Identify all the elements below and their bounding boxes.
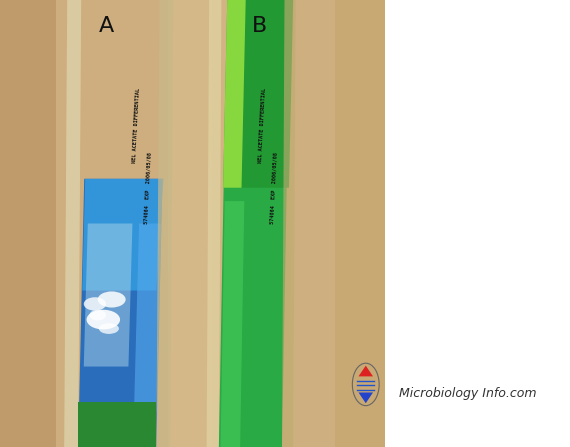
Polygon shape (0, 0, 385, 447)
Text: NEL ACETATE DIFFERENTIAL: NEL ACETATE DIFFERENTIAL (132, 88, 141, 163)
Polygon shape (223, 0, 246, 188)
Polygon shape (168, 0, 212, 447)
Text: 574064  EXP  2006/05/08: 574064 EXP 2006/05/08 (269, 152, 278, 224)
Polygon shape (78, 179, 162, 447)
Polygon shape (56, 0, 168, 447)
Polygon shape (212, 0, 246, 447)
Polygon shape (156, 0, 173, 447)
Text: 574064  EXP  2006/05/08: 574064 EXP 2006/05/08 (144, 152, 152, 224)
Polygon shape (359, 392, 373, 403)
Polygon shape (206, 0, 221, 447)
Text: B: B (252, 16, 267, 36)
Ellipse shape (87, 310, 120, 329)
Ellipse shape (99, 323, 119, 334)
Ellipse shape (84, 297, 106, 311)
Polygon shape (359, 366, 373, 376)
Polygon shape (219, 170, 287, 447)
Polygon shape (0, 0, 56, 447)
Ellipse shape (97, 291, 125, 308)
Polygon shape (78, 402, 156, 447)
Polygon shape (221, 201, 245, 447)
Text: NEL ACETATE DIFFERENTIAL: NEL ACETATE DIFFERENTIAL (258, 88, 267, 163)
Polygon shape (84, 224, 132, 367)
Ellipse shape (89, 310, 106, 320)
Polygon shape (82, 179, 164, 291)
Polygon shape (335, 0, 385, 447)
Text: Microbiology Info.com: Microbiology Info.com (399, 387, 537, 400)
Polygon shape (64, 0, 81, 447)
Polygon shape (134, 224, 161, 411)
Polygon shape (246, 0, 335, 447)
Text: A: A (99, 16, 114, 36)
Polygon shape (223, 0, 293, 188)
Polygon shape (282, 0, 296, 447)
